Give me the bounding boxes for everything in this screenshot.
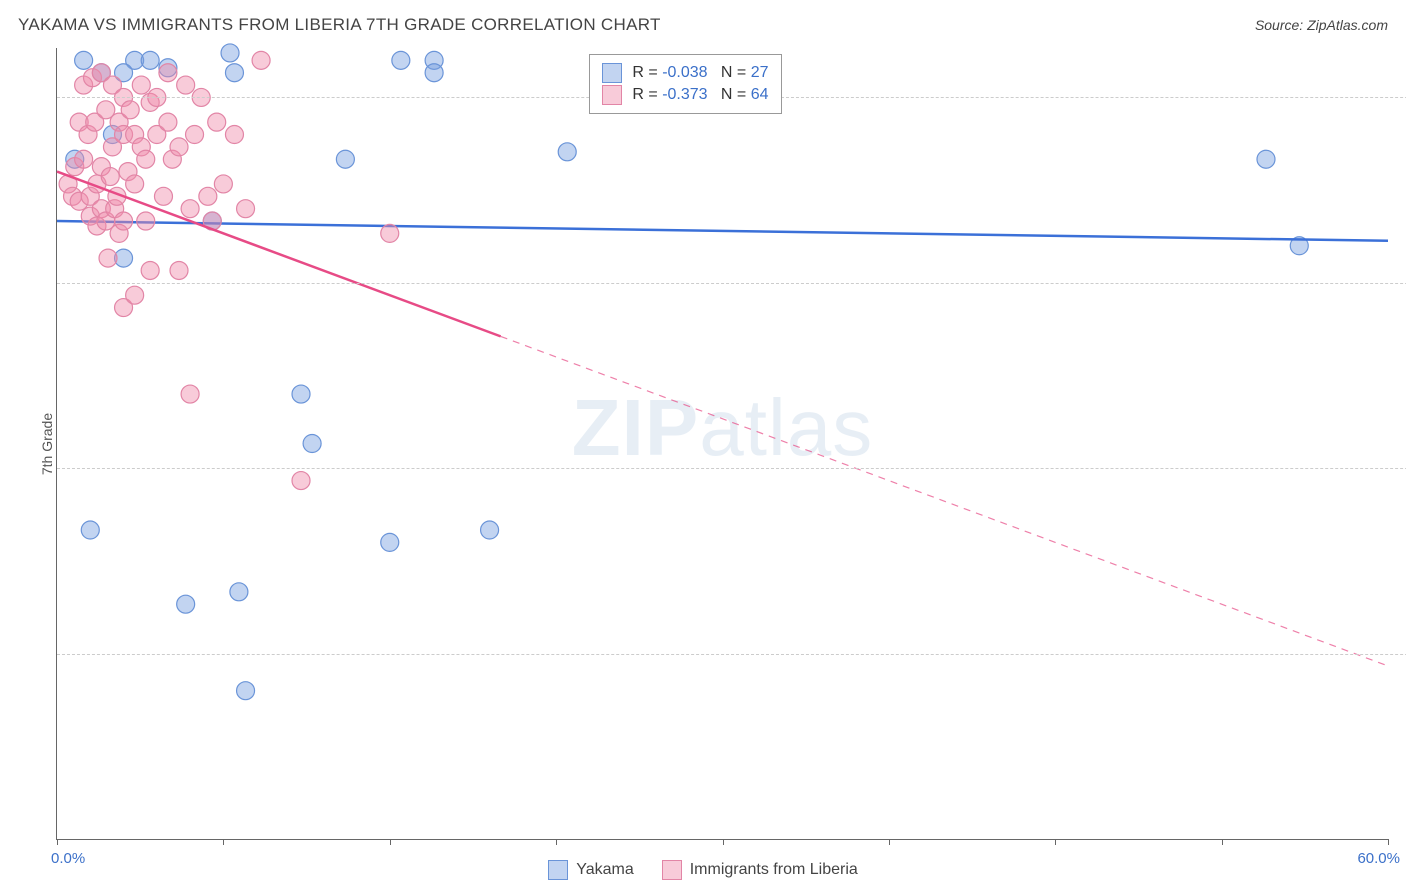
chart-area: 7th Grade ZIPatlas R = -0.038 N = 27R = … (18, 48, 1388, 840)
plot-region: ZIPatlas R = -0.038 N = 27R = -0.373 N =… (56, 48, 1388, 840)
source-name: ZipAtlas.com (1307, 17, 1388, 33)
stats-legend: R = -0.038 N = 27R = -0.373 N = 64 (589, 54, 781, 114)
legend-label: Immigrants from Liberia (690, 861, 858, 879)
y-axis-label: 7th Grade (39, 413, 55, 475)
legend-swatch-liberia (662, 860, 682, 880)
stats-swatch (602, 85, 622, 105)
plot-svg (57, 48, 1388, 839)
stats-row: R = -0.373 N = 64 (602, 85, 768, 105)
stats-row: R = -0.038 N = 27 (602, 63, 768, 83)
legend-item: Yakama (548, 860, 634, 880)
chart-title: YAKAMA VS IMMIGRANTS FROM LIBERIA 7TH GR… (18, 15, 661, 35)
chart-header: YAKAMA VS IMMIGRANTS FROM LIBERIA 7TH GR… (0, 0, 1406, 40)
legend-label: Yakama (576, 861, 634, 879)
source-label: Source: ZipAtlas.com (1255, 17, 1388, 33)
legend-item: Immigrants from Liberia (662, 860, 858, 880)
legend-swatch-yakama (548, 860, 568, 880)
bottom-legend: Yakama Immigrants from Liberia (0, 860, 1406, 880)
stats-swatch (602, 63, 622, 83)
